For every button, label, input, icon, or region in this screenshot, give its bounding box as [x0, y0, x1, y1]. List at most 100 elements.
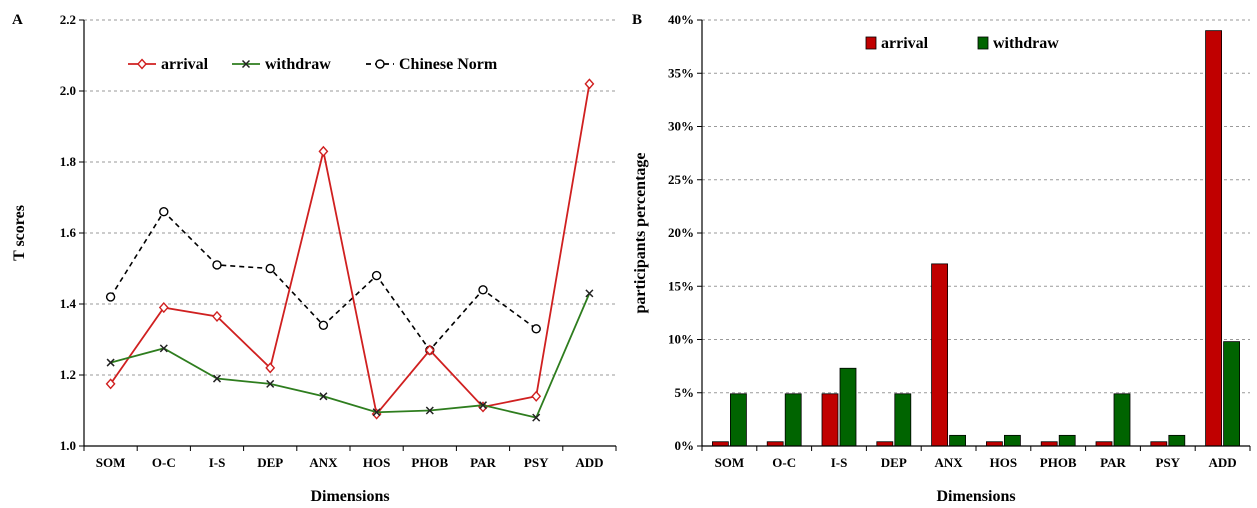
data-point	[478, 285, 488, 295]
line-chart-panel: 1.0 1.2 1.4 1.6 1.8 2.0 2.2 SOM O-C I-S DEP ANX HOS P…	[11, 12, 617, 505]
data-point	[105, 378, 116, 390]
data-point	[212, 374, 222, 383]
x-tick-label: O-C	[772, 455, 796, 470]
x-tick-label: DEP	[257, 455, 283, 470]
x-tick-label: HOS	[990, 455, 1017, 470]
data-point	[372, 408, 381, 417]
data-point	[585, 289, 594, 298]
data-point	[319, 392, 328, 401]
data-point	[159, 206, 169, 217]
data-point	[318, 145, 329, 157]
bar	[766, 441, 784, 447]
y-tick-label: 1.4	[60, 296, 77, 311]
x-tick-label: PAR	[470, 455, 496, 470]
data-point	[425, 406, 434, 415]
bar	[1168, 434, 1186, 447]
legend-label: arrival	[161, 56, 209, 73]
y-tick-label: 15%	[668, 278, 694, 293]
y-tick-label: 0%	[675, 438, 695, 453]
bar	[894, 393, 912, 447]
bar	[1040, 441, 1058, 447]
data-point	[584, 78, 595, 90]
legend-label: Chinese Norm	[399, 56, 498, 73]
y-tick-label: 2.0	[60, 83, 76, 98]
data-point	[318, 320, 329, 330]
legend-marker	[241, 59, 251, 69]
x-tick-label: I-S	[831, 455, 848, 470]
data-point	[371, 270, 382, 281]
bar	[1004, 434, 1021, 447]
data-point	[158, 301, 169, 314]
data-point	[478, 401, 488, 410]
x-tick-label: ADD	[575, 455, 603, 470]
bar	[784, 393, 802, 447]
y-tick-label: 1.0	[60, 438, 76, 453]
x-tick-label: PAR	[1100, 455, 1126, 470]
x-axis-title: Dimensions	[936, 488, 1015, 505]
data-point	[531, 390, 542, 402]
data-point	[266, 379, 275, 388]
y-tick-label: 20%	[668, 225, 694, 240]
data-point	[212, 310, 222, 322]
panel-b-label: B	[632, 12, 642, 28]
bar	[730, 393, 747, 447]
y-axis-title: participants percentage	[632, 152, 649, 313]
x-axis-title: Dimensions	[310, 488, 389, 505]
y-tick-label: 40%	[668, 12, 694, 27]
x-tick-label: DEP	[881, 455, 907, 470]
legend-marker	[137, 58, 147, 70]
x-tick-label: I-S	[209, 455, 226, 470]
x-tick-label: SOM	[715, 455, 745, 470]
x-tick-label: PHOB	[411, 455, 448, 470]
y-tick-label: 5%	[675, 385, 695, 400]
legend-label: arrival	[881, 35, 929, 52]
bar	[1150, 441, 1168, 447]
x-tick-label: SOM	[96, 455, 126, 470]
bar	[986, 441, 1003, 447]
data-point	[531, 324, 541, 334]
x-tick-label: PSY	[1156, 455, 1181, 470]
x-tick-label: PSY	[524, 455, 549, 470]
bar	[839, 367, 857, 447]
bar	[1095, 441, 1113, 447]
x-tick-label: ADD	[1209, 455, 1237, 470]
data-point	[106, 358, 115, 367]
y-tick-label: 10%	[668, 332, 694, 347]
bar	[821, 393, 839, 447]
data-point	[265, 362, 276, 374]
legend-marker	[375, 59, 385, 69]
x-tick-label: ANX	[309, 455, 338, 470]
bar	[1058, 434, 1076, 447]
legend-label: withdraw	[265, 56, 331, 73]
y-tick-label: 2.2	[60, 12, 76, 27]
data-point	[159, 344, 168, 353]
y-tick-label: 30%	[668, 119, 694, 134]
data-point	[105, 292, 116, 302]
x-tick-label: O-C	[152, 455, 176, 470]
data-point	[212, 260, 222, 270]
bar	[1113, 393, 1131, 447]
x-tick-label: PHOB	[1040, 455, 1077, 470]
y-tick-label: 1.8	[60, 154, 77, 169]
data-point	[265, 263, 275, 274]
x-tick-label: ANX	[935, 455, 964, 470]
bar	[1205, 30, 1222, 447]
y-tick-label: 1.2	[60, 367, 76, 382]
x-tick-label: HOS	[363, 455, 390, 470]
data-point	[532, 413, 541, 422]
series-line	[110, 292, 591, 419]
bar	[876, 441, 894, 447]
legend-swatch	[865, 36, 877, 50]
bar	[1223, 341, 1240, 447]
data-point	[424, 344, 435, 356]
y-tick-label: 1.6	[60, 225, 77, 240]
panel-a-label: A	[12, 12, 23, 28]
legend-label: withdraw	[993, 35, 1059, 52]
bar	[712, 441, 729, 447]
y-tick-label: 25%	[668, 172, 694, 187]
y-tick-label: 35%	[668, 65, 694, 80]
bar	[949, 434, 966, 447]
bar-chart-panel: 0% 5% 10% 15% 20% 25% 30% 35% 40% SOM O-C I-S DEP ANX…	[632, 12, 1251, 505]
y-axis-title: T scores	[11, 205, 28, 261]
